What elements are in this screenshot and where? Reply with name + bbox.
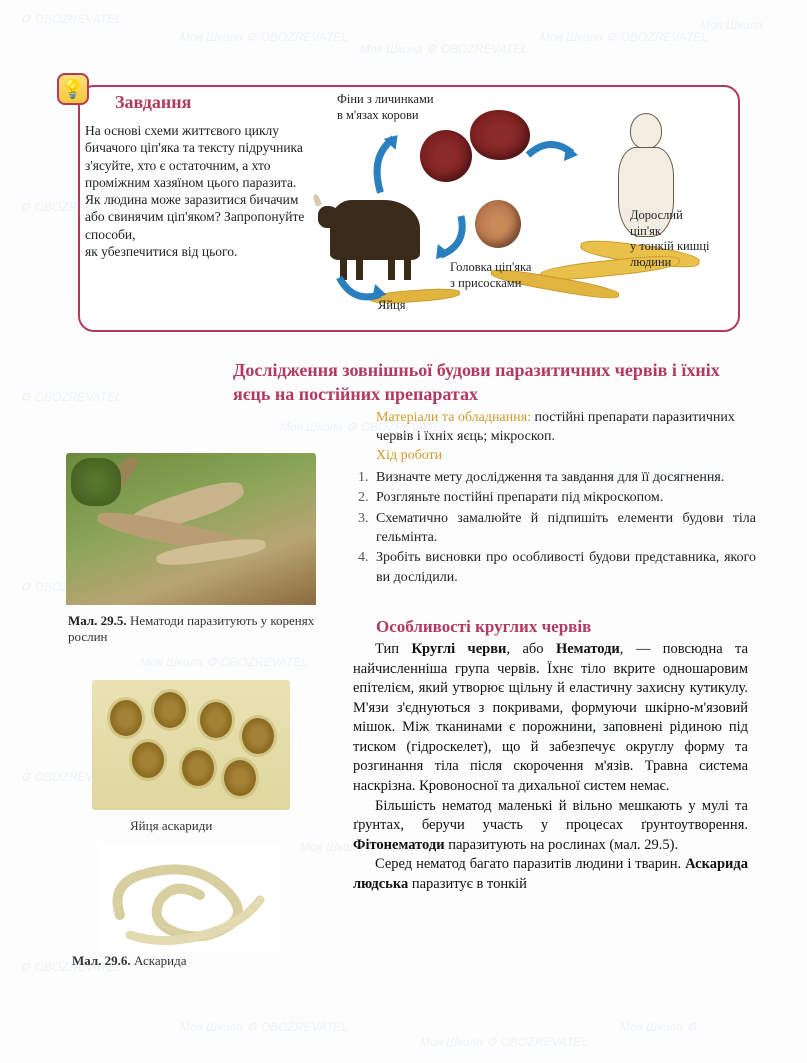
sub-heading: Особливості круглих червів: [376, 617, 591, 637]
diagram-label-head: Головка ціп'яка з присосками: [450, 260, 570, 291]
diagram-label-finy: Фіни з личинками в м'язах корови: [337, 92, 497, 123]
task-title: Завдання: [115, 92, 191, 113]
procedure-item: Схематично замалюйте й підпишіть елемент…: [376, 509, 756, 548]
materials-block: Матеріали та обладнання: постійні препар…: [376, 409, 756, 447]
body-text: Тип Круглі черви, або Нематоди, — повсюд…: [353, 640, 748, 894]
procedure-item: Розгляньте постійні препарати під мікрос…: [376, 488, 756, 507]
figure-29-5-caption: Мал. 29.5. Нематоди паразитують у кореня…: [68, 613, 318, 646]
diagram-label-adult: Дорослий ціп'як у тонкій кишці людини: [630, 208, 740, 271]
section-heading: Дослідження зовнішньої будови паразитичн…: [233, 358, 743, 407]
figure-29-6-caption: Мал. 29.6. Аскарида: [72, 953, 187, 969]
materials-label: Матеріали та обладнання:: [376, 410, 531, 425]
diagram-label-eggs: Яйця: [378, 298, 405, 313]
figure-eggs: [92, 680, 290, 810]
task-text: На основі схеми життєвого циклу бичачого…: [85, 122, 305, 260]
procedure-item: Зробіть висновки про особливості будови …: [376, 548, 756, 587]
figure-29-6: [100, 845, 280, 953]
procedure-label: Хід роботи: [376, 448, 442, 464]
figure-29-5: [66, 453, 316, 605]
lightbulb-icon: 💡: [57, 73, 89, 105]
procedure-list: 1.Визначте мету дослідження та завдання …: [358, 468, 756, 588]
procedure-item: Визначте мету дослідження та завдання дл…: [376, 468, 756, 487]
figure-eggs-caption: Яйця аскариди: [130, 818, 212, 834]
